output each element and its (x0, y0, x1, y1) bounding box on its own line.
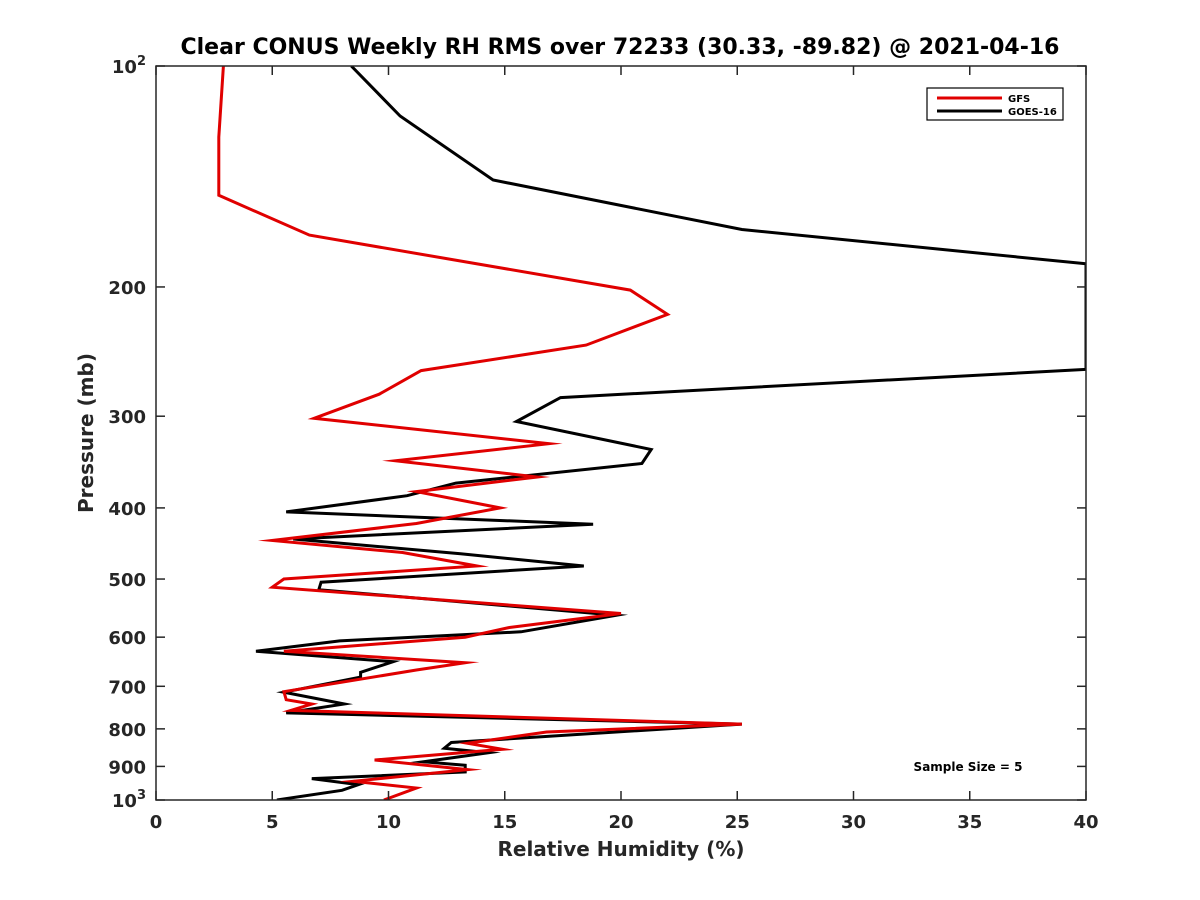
y-tick-label-base: 10 (112, 57, 137, 78)
y-tick-label: 900 (108, 757, 146, 778)
x-tick-label: 0 (150, 812, 163, 833)
x-axis-label: Relative Humidity (%) (497, 837, 744, 861)
legend-box (926, 87, 1064, 121)
y-tick-label-exponent: 2 (137, 54, 146, 69)
legend: GFS GOES-16 (926, 87, 1064, 121)
legend-label: GOES-16 (1008, 107, 1057, 118)
y-tick-label: 400 (108, 499, 146, 520)
y-tick-label: 103 (112, 788, 146, 812)
y-tick-label: 700 (108, 677, 146, 698)
series-line-gfs (217, 66, 742, 800)
legend-label: GFS (1008, 94, 1030, 105)
y-tick-label: 300 (108, 407, 146, 428)
y-tick-label: 500 (108, 570, 146, 591)
x-tick-label: 20 (608, 812, 633, 833)
series-line-goes-16 (255, 66, 1086, 800)
x-tick-label: 30 (841, 812, 866, 833)
x-tick-label: 35 (957, 812, 982, 833)
x-axis: 0 5 10 15 20 25 30 35 40 (150, 66, 1099, 833)
x-tick-label: 5 (266, 812, 279, 833)
y-tick-label: 600 (108, 628, 146, 649)
x-tick-label: 25 (725, 812, 750, 833)
y-tick-label: 800 (108, 720, 146, 741)
y-axis-label: Pressure (mb) (74, 353, 98, 513)
y-tick-label-base: 10 (112, 791, 137, 812)
y-tick-label: 102 (112, 54, 146, 78)
legend-entries: GFS GOES-16 (937, 94, 1057, 118)
x-tick-label: 40 (1073, 812, 1098, 833)
y-tick-label-exponent: 3 (137, 788, 146, 803)
x-tick-label: 15 (492, 812, 517, 833)
series-layer (217, 66, 1086, 800)
sample-size-annotation: Sample Size = 5 (914, 760, 1023, 774)
chart-title: Clear CONUS Weekly RH RMS over 72233 (30… (181, 35, 1060, 60)
x-tick-label: 10 (376, 812, 401, 833)
y-tick-label: 200 (108, 278, 146, 299)
